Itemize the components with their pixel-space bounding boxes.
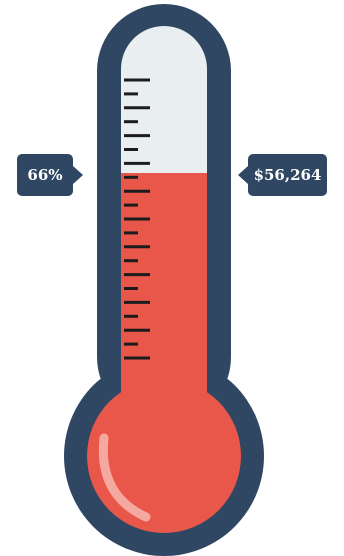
amount-label: $56,264: [253, 166, 322, 184]
thermometer-scale-ticks: [124, 78, 150, 360]
bulb-highlight: [98, 433, 151, 522]
percent-callout: 66%: [17, 154, 83, 196]
amount-callout: $56,264: [238, 154, 327, 196]
percent-label: 66%: [27, 166, 63, 184]
thermometer-bulb: [87, 379, 241, 533]
